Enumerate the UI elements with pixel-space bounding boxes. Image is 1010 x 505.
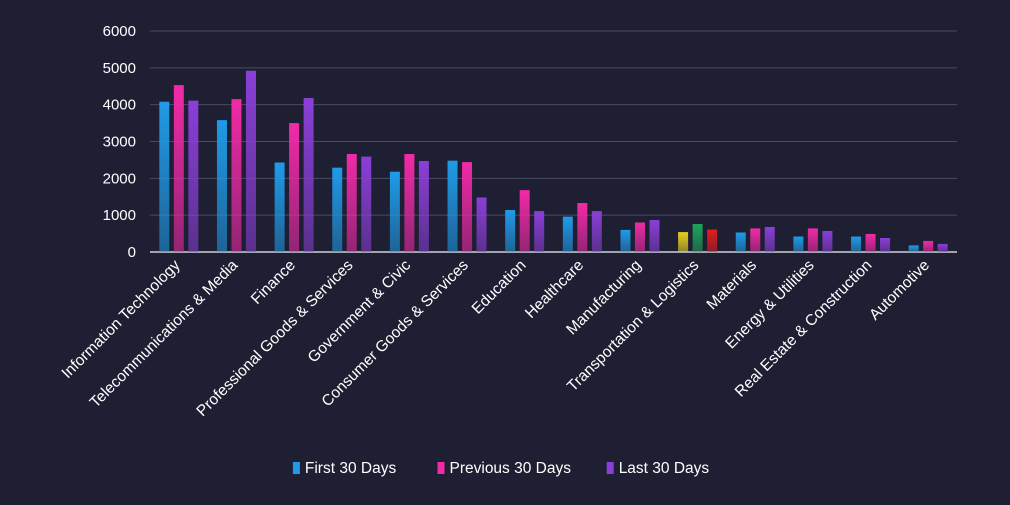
bar-previous-30-days: [807, 228, 818, 252]
bar-first-30-days: [447, 160, 458, 252]
x-axis-ticks: Information TechnologyTelecommunications…: [59, 257, 934, 420]
bar-last-30-days: [880, 238, 891, 252]
gridlines: [150, 30, 957, 253]
bar-first-30-days: [389, 171, 400, 252]
bar-last-30-days: [303, 98, 314, 252]
y-tick-label: 6000: [103, 23, 136, 40]
bar-previous-30-days: [634, 222, 645, 252]
legend-swatch: [292, 462, 300, 474]
bar-previous-30-days: [462, 162, 473, 252]
legend-swatch: [606, 462, 614, 474]
legend-label: Last 30 Days: [619, 460, 710, 477]
x-tick-label: Education: [469, 257, 530, 318]
bar-previous-30-days: [750, 228, 761, 252]
x-tick-label: Information Technology: [59, 257, 184, 382]
bar-first-30-days: [678, 232, 689, 252]
bar-first-30-days: [332, 167, 343, 252]
bar-first-30-days: [274, 162, 285, 252]
bar-previous-30-days: [519, 190, 530, 252]
bar-last-30-days: [591, 211, 602, 252]
bar-last-30-days: [188, 100, 199, 253]
legend-swatch: [437, 462, 445, 474]
y-tick-label: 1000: [103, 207, 136, 224]
x-tick-label: Materials: [704, 257, 761, 314]
bar-previous-30-days: [923, 240, 934, 252]
bar-first-30-days: [216, 120, 227, 253]
y-tick-label: 4000: [103, 97, 136, 114]
bars: [159, 70, 948, 253]
bar-first-30-days: [505, 210, 516, 252]
y-axis-ticks: 0 1000 2000 3000 4000 5000 6000: [103, 23, 136, 261]
bar-last-30-days: [534, 211, 545, 252]
x-tick-label: Government & Civic: [305, 257, 415, 367]
bar-first-30-days: [793, 236, 804, 252]
bar-previous-30-days: [231, 99, 242, 253]
bar-last-30-days: [649, 219, 660, 252]
bar-last-30-days: [361, 156, 372, 252]
bar-first-30-days: [735, 232, 746, 252]
legend-label: Previous 30 Days: [450, 460, 572, 477]
legend-label: First 30 Days: [305, 460, 397, 477]
bar-previous-30-days: [404, 154, 415, 252]
bar-last-30-days: [764, 226, 775, 252]
legend: First 30 Days Previous 30 Days Last 30 Day…: [292, 460, 710, 477]
bar-previous-30-days: [289, 123, 300, 252]
bar-last-30-days: [707, 229, 718, 252]
x-tick-label: Finance: [248, 257, 299, 308]
bar-last-30-days: [476, 197, 487, 252]
y-tick-label: 0: [128, 244, 136, 261]
bar-first-30-days: [159, 101, 170, 252]
x-tick-label: Automotive: [866, 257, 933, 324]
bar-first-30-days: [620, 229, 631, 252]
bar-last-30-days: [418, 161, 429, 252]
bar-first-30-days: [851, 236, 862, 252]
bar-previous-30-days: [577, 203, 588, 252]
y-tick-label: 2000: [103, 170, 136, 187]
y-tick-label: 5000: [103, 60, 136, 77]
y-tick-label: 3000: [103, 134, 136, 151]
bar-previous-30-days: [346, 154, 357, 252]
bar-last-30-days: [245, 70, 256, 252]
bar-last-30-days: [822, 231, 833, 252]
bar-previous-30-days: [692, 224, 703, 252]
bar-first-30-days: [908, 245, 919, 252]
bar-previous-30-days: [865, 233, 876, 252]
bar-first-30-days: [562, 216, 573, 252]
bar-last-30-days: [937, 243, 948, 252]
bar-previous-30-days: [173, 85, 184, 253]
